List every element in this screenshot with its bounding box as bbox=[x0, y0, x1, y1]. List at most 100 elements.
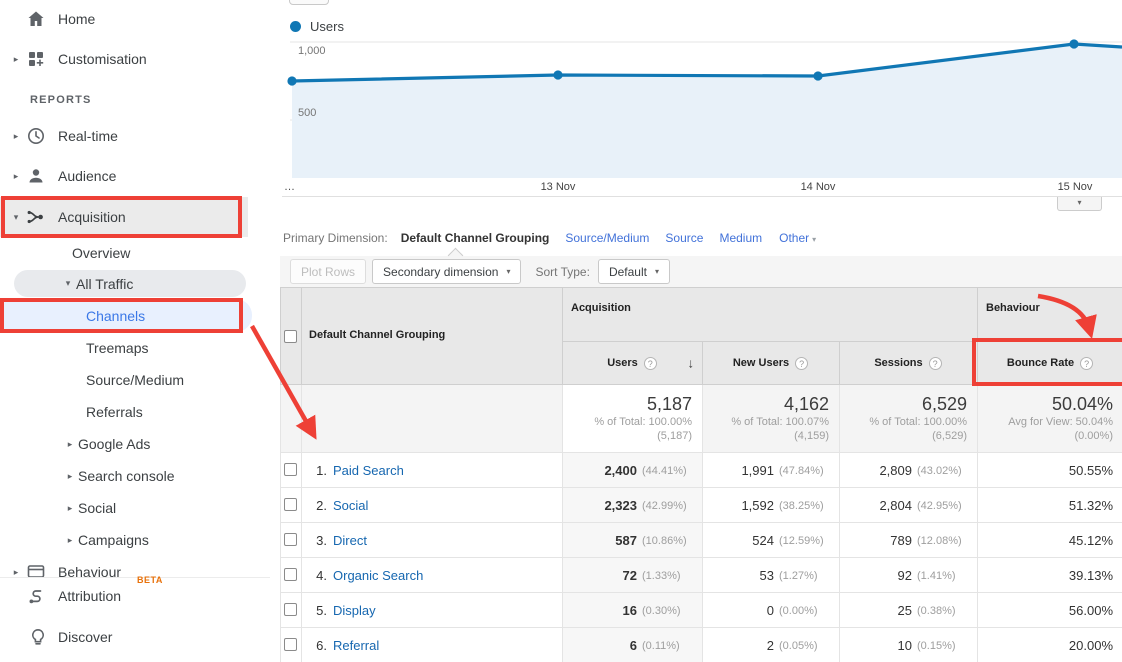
row-checkbox[interactable] bbox=[284, 463, 297, 476]
metric-selector-button[interactable] bbox=[289, 0, 329, 5]
chart-bottom-divider bbox=[282, 196, 1122, 197]
sidebar-item-channels[interactable]: Channels bbox=[0, 299, 252, 332]
sessions-cell: 789 (12.08%) bbox=[890, 533, 962, 548]
sidebar-item-label: Home bbox=[58, 11, 96, 27]
sidebar-item-label: Behaviour bbox=[58, 564, 122, 580]
sidebar-item-realtime[interactable]: ▸ Real-time bbox=[0, 122, 270, 150]
dimension-source-medium-link[interactable]: Source/Medium bbox=[565, 231, 650, 245]
caret-right-icon[interactable]: ▸ bbox=[67, 502, 73, 513]
caret-right-icon[interactable]: ▸ bbox=[67, 470, 73, 481]
sidebar-item-label: Referrals bbox=[86, 404, 143, 420]
help-icon[interactable]: ? bbox=[643, 356, 657, 370]
help-icon[interactable]: ? bbox=[795, 356, 809, 370]
sidebar-item-label: Audience bbox=[58, 168, 117, 184]
channel-link[interactable]: Display bbox=[333, 603, 376, 618]
users-cell: 2,400 (44.41%) bbox=[562, 453, 702, 488]
users-cell: 6 (0.11%) bbox=[562, 628, 702, 662]
row-checkbox[interactable] bbox=[284, 568, 297, 581]
sidebar-item-label: Customisation bbox=[58, 51, 147, 67]
data-point[interactable] bbox=[553, 70, 563, 80]
caret-right-icon[interactable]: ▸ bbox=[67, 438, 73, 449]
secondary-dimension-dropdown[interactable]: Secondary dimension ▾ bbox=[372, 259, 522, 284]
sidebar-item-label: Discover bbox=[58, 629, 113, 645]
channel-link[interactable]: Paid Search bbox=[333, 463, 404, 478]
row-checkbox[interactable] bbox=[284, 603, 297, 616]
sidebar-item-attribution[interactable]: Attribution BETA bbox=[0, 575, 270, 610]
sort-type-dropdown[interactable]: Default ▾ bbox=[597, 259, 670, 284]
sidebar-item-treemaps[interactable]: Treemaps bbox=[0, 334, 270, 362]
caret-right-icon[interactable]: ▸ bbox=[13, 130, 19, 141]
sidebar-item-campaigns[interactable]: ▸ Campaigns bbox=[0, 526, 270, 554]
x-axis-tick: 14 Nov bbox=[800, 181, 836, 193]
sidebar-item-audience[interactable]: ▸ Audience bbox=[0, 162, 270, 190]
bounce-rate-cell: 50.55% bbox=[1068, 463, 1113, 478]
help-icon[interactable]: ? bbox=[928, 356, 942, 370]
channel-link[interactable]: Social bbox=[333, 498, 369, 513]
sidebar-item-all-traffic[interactable]: ▾ All Traffic bbox=[0, 270, 270, 297]
help-icon[interactable]: ? bbox=[1080, 356, 1094, 370]
dimension-column-header[interactable]: Default Channel Grouping bbox=[309, 329, 446, 341]
table-row: 5. Display 16 (0.30%) 0 (0.00%) 25 (0.38%) 56.00… bbox=[281, 592, 1122, 628]
row-number: 2. bbox=[316, 498, 327, 513]
sidebar-item-label: Search console bbox=[78, 468, 175, 484]
sidebar-item-source-medium[interactable]: Source/Medium bbox=[0, 366, 270, 394]
row-checkbox[interactable] bbox=[284, 498, 297, 511]
sessions-cell: 2,809 (43.02%) bbox=[879, 463, 962, 478]
dimension-other-dropdown[interactable]: Other ▾ bbox=[779, 231, 817, 245]
reports-section-label: REPORTS bbox=[30, 94, 92, 106]
sidebar-item-label: Attribution bbox=[58, 588, 122, 604]
caret-right-icon[interactable]: ▸ bbox=[67, 534, 73, 545]
new-users-column-header[interactable]: New Users? bbox=[702, 341, 839, 385]
attribution-icon bbox=[26, 586, 46, 606]
sort-type-label: Sort Type: bbox=[535, 264, 590, 279]
sidebar-item-social[interactable]: ▸ Social bbox=[0, 494, 270, 522]
plot-rows-button[interactable]: Plot Rows bbox=[290, 259, 367, 284]
y-axis-tick: 1,000 bbox=[298, 45, 326, 57]
row-checkbox[interactable] bbox=[284, 533, 297, 546]
sidebar-item-acquisition[interactable]: ▾ Acquisition bbox=[0, 197, 248, 237]
sidebar-item-search-console[interactable]: ▸ Search console bbox=[0, 462, 270, 490]
acquisition-group-header: Acquisition bbox=[571, 302, 631, 314]
dimension-medium-link[interactable]: Medium bbox=[719, 231, 763, 245]
caret-right-icon[interactable]: ▸ bbox=[13, 566, 19, 577]
data-point[interactable] bbox=[1069, 39, 1079, 49]
summary-row: 5,187 % of Total: 100.00% (5,187) 4,162 … bbox=[281, 385, 1122, 452]
bounce-rate-cell: 45.12% bbox=[1068, 533, 1113, 548]
data-point[interactable] bbox=[813, 71, 823, 81]
sidebar-item-customisation[interactable]: ▸ Customisation bbox=[0, 45, 270, 73]
sort-descending-icon[interactable]: ↓ bbox=[687, 355, 695, 371]
sessions-column-header[interactable]: Sessions? bbox=[839, 341, 977, 385]
audience-icon bbox=[26, 166, 46, 186]
bounce-rate-column-header[interactable]: Bounce Rate? bbox=[977, 341, 1122, 385]
table-row: 1. Paid Search 2,400 (44.41%) 1,991 (47.84%) 2… bbox=[281, 452, 1122, 488]
sidebar-item-google-ads[interactable]: ▸ Google Ads bbox=[0, 430, 270, 458]
data-point[interactable] bbox=[287, 76, 297, 86]
users-column-header[interactable]: Users? ↓ bbox=[607, 355, 695, 371]
channel-link[interactable]: Organic Search bbox=[333, 568, 424, 583]
sidebar-item-home[interactable]: Home bbox=[0, 5, 270, 33]
sessions-cell: 10 (0.15%) bbox=[897, 638, 956, 653]
row-number: 1. bbox=[316, 463, 327, 478]
channel-link[interactable]: Referral bbox=[333, 638, 380, 653]
new-users-cell: 524 (12.59%) bbox=[752, 533, 824, 548]
sidebar-item-overview[interactable]: Overview bbox=[0, 239, 270, 267]
row-number: 5. bbox=[316, 603, 327, 618]
bounce-rate-cell: 39.13% bbox=[1068, 568, 1113, 583]
caret-right-icon[interactable]: ▸ bbox=[13, 170, 19, 181]
sidebar-item-behaviour[interactable]: ▸ Behaviour bbox=[0, 558, 270, 586]
users-line-chart bbox=[287, 39, 1122, 178]
dimension-default-channel-grouping[interactable]: Default Channel Grouping bbox=[400, 231, 550, 245]
chart-collapse-tab[interactable]: ▾ bbox=[1057, 197, 1102, 211]
dimension-source-link[interactable]: Source bbox=[665, 231, 704, 245]
channel-link[interactable]: Direct bbox=[333, 533, 367, 548]
select-all-checkbox[interactable] bbox=[284, 330, 297, 343]
new-users-summary-cell: 4,162 % of Total: 100.07% (4,159) bbox=[731, 394, 829, 442]
sidebar-item-label: Acquisition bbox=[58, 209, 126, 225]
caret-right-icon[interactable]: ▸ bbox=[13, 53, 19, 64]
new-users-cell: 1,592 (38.25%) bbox=[741, 498, 824, 513]
caret-down-icon[interactable]: ▾ bbox=[65, 278, 71, 288]
sidebar-item-discover[interactable]: Discover bbox=[0, 623, 270, 651]
sidebar-item-referrals[interactable]: Referrals bbox=[0, 398, 270, 426]
row-checkbox[interactable] bbox=[284, 638, 297, 651]
caret-down-icon[interactable]: ▾ bbox=[13, 211, 19, 222]
